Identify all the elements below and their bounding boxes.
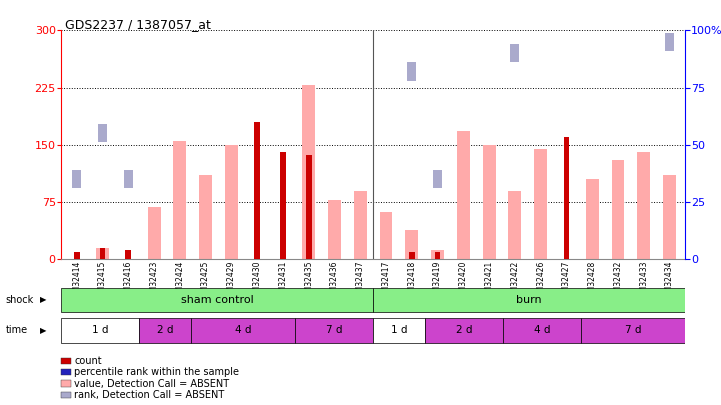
Text: shock: shock xyxy=(6,295,34,305)
Text: 2 d: 2 d xyxy=(456,326,472,335)
Text: count: count xyxy=(74,356,102,366)
Bar xyxy=(564,137,570,259)
Text: percentile rank within the sample: percentile rank within the sample xyxy=(74,367,239,377)
Bar xyxy=(280,152,286,259)
Bar xyxy=(74,252,79,259)
Bar xyxy=(255,122,260,259)
Bar xyxy=(72,170,81,188)
Bar xyxy=(510,44,519,62)
Text: value, Detection Call = ABSENT: value, Detection Call = ABSENT xyxy=(74,379,229,388)
Bar xyxy=(355,0,365,5)
Bar xyxy=(373,288,685,313)
Bar xyxy=(581,318,685,343)
Bar xyxy=(431,250,444,259)
Text: sham control: sham control xyxy=(181,295,254,305)
Text: rank, Detection Call = ABSENT: rank, Detection Call = ABSENT xyxy=(74,390,224,400)
Text: time: time xyxy=(6,325,28,335)
Bar xyxy=(640,0,648,5)
Text: 1 d: 1 d xyxy=(391,326,407,335)
Bar xyxy=(409,252,415,259)
Bar xyxy=(99,248,105,259)
Bar xyxy=(61,288,373,313)
Bar xyxy=(585,179,598,259)
Bar xyxy=(503,318,581,343)
Bar xyxy=(139,318,191,343)
Text: 2 d: 2 d xyxy=(157,326,174,335)
Text: 7 d: 7 d xyxy=(326,326,342,335)
Bar xyxy=(407,62,416,81)
Bar xyxy=(148,207,161,259)
Bar xyxy=(611,160,624,259)
Bar xyxy=(173,141,186,259)
Text: 4 d: 4 d xyxy=(534,326,550,335)
Bar xyxy=(379,212,392,259)
Bar xyxy=(433,170,442,188)
Text: 1 d: 1 d xyxy=(92,326,109,335)
Bar xyxy=(425,318,503,343)
Text: ▶: ▶ xyxy=(40,295,46,304)
Bar xyxy=(225,145,238,259)
Bar xyxy=(435,252,441,259)
Text: 7 d: 7 d xyxy=(624,326,641,335)
Bar xyxy=(98,124,107,143)
Text: 4 d: 4 d xyxy=(235,326,252,335)
Bar xyxy=(457,131,470,259)
Bar xyxy=(96,248,109,259)
Bar xyxy=(302,85,315,259)
Bar xyxy=(482,145,495,259)
Bar xyxy=(124,170,133,188)
Bar xyxy=(199,175,212,259)
Bar xyxy=(201,10,210,28)
Bar xyxy=(328,200,341,259)
Bar xyxy=(61,318,139,343)
Bar xyxy=(354,191,367,259)
Bar xyxy=(637,152,650,259)
Bar xyxy=(405,230,418,259)
Bar xyxy=(191,318,295,343)
Bar xyxy=(227,0,236,5)
Bar xyxy=(665,33,674,51)
Text: burn: burn xyxy=(516,295,542,305)
Bar xyxy=(536,10,545,28)
Bar xyxy=(663,175,676,259)
Bar xyxy=(295,318,373,343)
Bar xyxy=(373,318,425,343)
Bar xyxy=(306,155,311,259)
Bar xyxy=(125,250,131,259)
Text: GDS2237 / 1387057_at: GDS2237 / 1387057_at xyxy=(65,18,211,31)
Text: ▶: ▶ xyxy=(40,326,46,335)
Bar xyxy=(534,149,547,259)
Bar xyxy=(508,191,521,259)
